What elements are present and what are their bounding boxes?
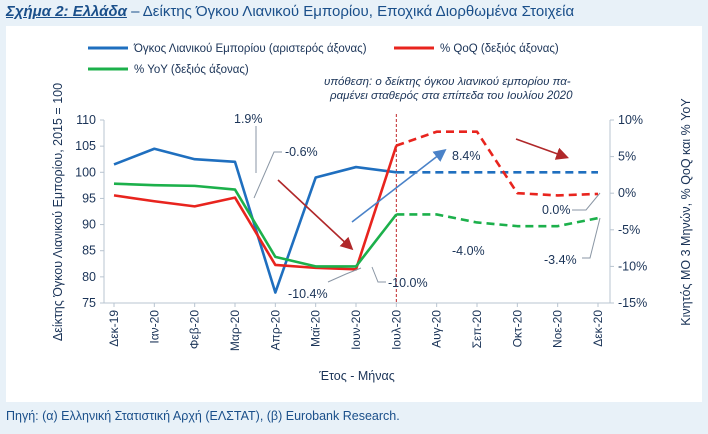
data-label-1-9: 1.9%: [234, 112, 263, 126]
trend-arrow-rebound: [351, 149, 447, 223]
x-tick-label: Αυγ-20: [430, 310, 444, 348]
x-tick-label: Ιουν-20: [349, 310, 363, 350]
source-note: Πηγή: (α) Ελληνική Στατιστική Αρχή (ΕΛΣΤ…: [6, 409, 400, 423]
legend-label-volume: Όγκος Λιανικού Εμπορίου (αριστερός άξονα…: [133, 43, 367, 55]
trend-arrow-decline: [277, 179, 354, 251]
series-line-yoy-actual: [113, 182, 398, 268]
right-tick-label: -15%: [618, 296, 647, 310]
right-tick-label: -10%: [618, 259, 647, 273]
right-tick-label: 10%: [618, 113, 643, 127]
data-label-minus-4-0: -4.0%: [452, 244, 485, 258]
left-tick-label: 100: [75, 165, 96, 179]
leader-line-yoy-dec: [582, 217, 601, 259]
x-tick-label: Φεβ-20: [188, 310, 202, 349]
leader-line-qoq-jun: [327, 267, 362, 283]
chart-panel: Όγκος Λιανικού Εμπορίου (αριστερός άξονα…: [6, 26, 702, 402]
x-tick-label: Μαϊ-20: [309, 310, 323, 347]
series-line-qoq-actual: [113, 145, 398, 271]
x-axis-title: Έτος - Μήνας: [318, 369, 395, 383]
legend-label-qoq: % QoQ (δεξιός άξονας): [440, 43, 559, 55]
x-tick-label: Ιουλ-20: [389, 310, 403, 350]
leader-line-yoy-jun: [371, 266, 386, 283]
chart-title: Σχήμα 2: Ελλάδα – Δείκτης Όγκου Λιανικού…: [6, 3, 706, 20]
right-tick-label: -5%: [618, 223, 640, 237]
left-tick-label: 105: [75, 139, 96, 153]
figure-caption: – Δείκτης Όγκου Λιανικού Εμπορίου, Εποχι…: [126, 3, 575, 20]
line-chart: Όγκος Λιανικού Εμπορίου (αριστερός άξονα…: [51, 43, 693, 383]
left-tick-label: 85: [82, 244, 96, 258]
series-line-yoy-projection: [396, 213, 599, 228]
data-label-minus-3-4: -3.4%: [544, 253, 577, 267]
data-label-0-0: 0.0%: [542, 203, 571, 217]
trend-arrow-slowdown: [515, 138, 570, 160]
legend-label-yoy: % YoY (δεξιός άξονας): [134, 64, 249, 76]
left-axis-title: Δείκτης Όγκου Λιανικού Εμπορίου, 2015 = …: [51, 83, 65, 341]
right-tick-label: 0%: [618, 186, 636, 200]
left-tick-label: 80: [82, 270, 96, 284]
left-tick-label: 90: [82, 218, 96, 232]
x-tick-label: Μαρ-20: [228, 310, 242, 351]
data-label-minus-10-4: -10.4%: [288, 287, 328, 301]
assumption-note-line1: υπόθεση: ο δείκτης όγκου λιανικού εμπορί…: [324, 76, 571, 88]
x-tick-label: Οκτ-20: [510, 310, 524, 348]
x-tick-label: Απρ-20: [268, 310, 282, 351]
x-tick-label: Δεκ-20: [591, 310, 605, 347]
figure-number: Σχήμα 2: Ελλάδα: [6, 3, 127, 20]
data-label-8-4: 8.4%: [452, 149, 481, 163]
right-axis-title: Κινητός ΜΟ 3 Μηνών, % QoQ και % YoY: [679, 98, 693, 326]
data-label-minus-0-6: -0.6%: [285, 145, 318, 159]
series-line-volume-actual: [113, 147, 397, 294]
left-tick-label: 75: [82, 296, 96, 310]
left-tick-label: 95: [82, 191, 96, 205]
x-tick-label: Νοε-20: [551, 310, 565, 348]
x-tick-label: Σεπ-20: [470, 310, 484, 349]
leader-line-apr: [253, 151, 282, 199]
series-line-qoq-projection: [395, 130, 599, 197]
right-tick-label: 5%: [618, 150, 636, 164]
assumption-note-line2: ραμένει σταθερός στα επίπεδα του Ιουλίου…: [329, 90, 573, 102]
leader-line-qoq-dec: [572, 192, 601, 211]
left-tick-label: 110: [76, 113, 96, 127]
x-tick-label: Δεκ-19: [107, 310, 121, 347]
data-label-minus-10-0: -10.0%: [388, 276, 428, 290]
x-tick-label: Ιαν-20: [147, 310, 161, 344]
